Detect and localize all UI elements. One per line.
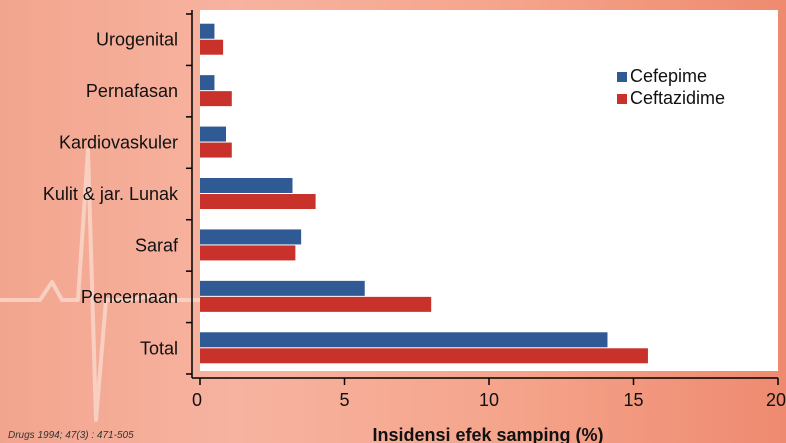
- category-label-kulit-jar-lunak: Kulit & jar. Lunak: [43, 184, 179, 204]
- legend-label-cefepime: Cefepime: [630, 66, 707, 86]
- y-ticks: [186, 13, 192, 375]
- x-tick-label-15: 15: [623, 390, 643, 410]
- legend-swatch-ceftazidime: [617, 94, 627, 104]
- bar-ceftazidime-pernafasan: [200, 91, 232, 107]
- legend-swatch-cefepime: [617, 72, 627, 82]
- category-label-urogenital: Urogenital: [96, 30, 178, 50]
- category-labels: Urogenital Pernafasan Kardiovaskuler Kulit …: [43, 30, 179, 359]
- bar-cefepime-kardiovaskuler: [200, 126, 227, 142]
- bar-ceftazidime-total: [200, 348, 648, 364]
- bar-cefepime-total: [200, 332, 608, 348]
- bar-cefepime-kulit-jar-lunak: [200, 178, 293, 193]
- source-citation: Drugs 1994; 47(3) : 471-505: [8, 430, 134, 441]
- x-tick-label-0: 0: [192, 390, 202, 410]
- bar-ceftazidime-kulit-jar-lunak: [200, 194, 316, 209]
- bar-ceftazidime-pencernaan: [200, 296, 432, 312]
- bar-ceftazidime-urogenital: [200, 39, 224, 55]
- category-label-pernafasan: Pernafasan: [86, 81, 178, 101]
- bar-cefepime-pernafasan: [200, 75, 215, 91]
- bar-ceftazidime-kardiovaskuler: [200, 142, 232, 158]
- x-ticks: 0 5 10 15 20: [192, 378, 786, 410]
- bar-cefepime-urogenital: [200, 23, 215, 39]
- legend-label-ceftazidime: Ceftazidime: [630, 88, 725, 108]
- category-label-saraf: Saraf: [135, 235, 179, 255]
- bar-ceftazidime-saraf: [200, 245, 296, 261]
- x-axis-title: Insidensi efek samping (%): [372, 425, 603, 443]
- category-label-kardiovaskuler: Kardiovaskuler: [59, 133, 178, 153]
- x-tick-label-10: 10: [479, 390, 499, 410]
- x-tick-label-5: 5: [339, 390, 349, 410]
- bar-cefepime-pencernaan: [200, 280, 365, 296]
- bar-layer: [200, 23, 648, 364]
- x-tick-label-20: 20: [766, 390, 786, 410]
- category-label-total: Total: [140, 338, 178, 358]
- bar-cefepime-saraf: [200, 229, 302, 245]
- category-label-pencernaan: Pencernaan: [81, 287, 178, 307]
